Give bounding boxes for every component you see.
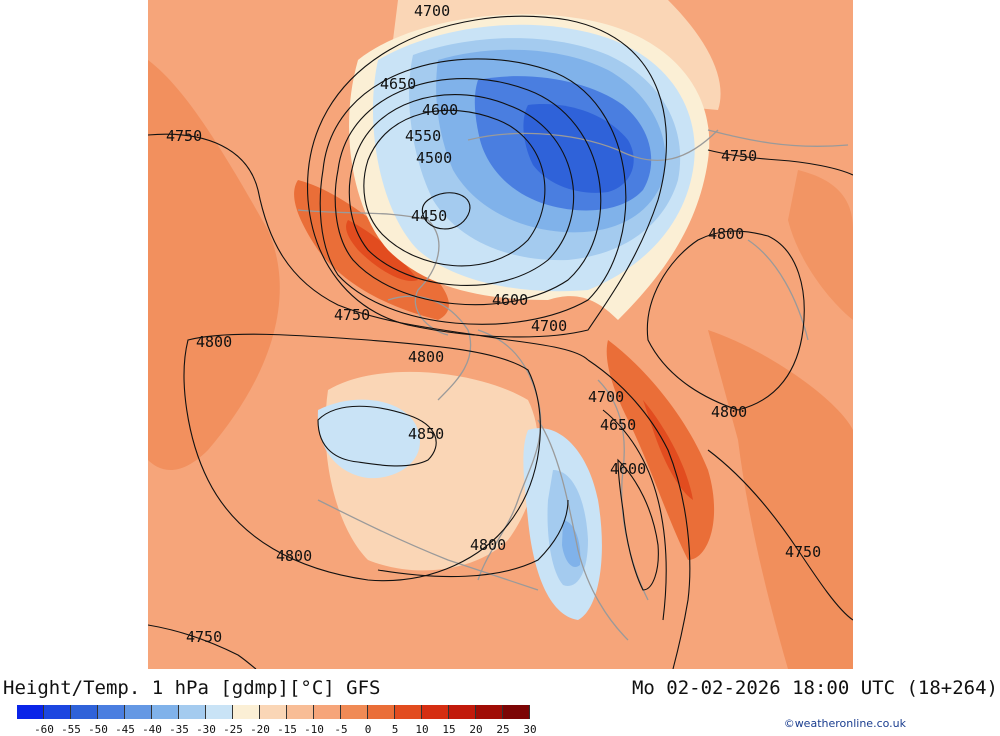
contour-label: 4450	[411, 207, 447, 225]
contour-label: 4800	[408, 348, 444, 366]
coastline-1	[297, 209, 449, 336]
color-swatch	[476, 705, 503, 719]
color-scale-tick: -55	[61, 723, 81, 736]
contour-4650-e	[602, 409, 667, 621]
contour-label: 4800	[708, 225, 744, 243]
color-swatch	[341, 705, 368, 719]
color-swatch	[71, 705, 98, 719]
contour-label: 4500	[416, 149, 452, 167]
contour-label: 4550	[405, 127, 441, 145]
contour-label: 4750	[721, 147, 757, 165]
color-swatch	[449, 705, 476, 719]
contour-4800-ne	[646, 230, 805, 411]
contour-label: 4600	[492, 291, 528, 309]
warm-region-west	[148, 60, 280, 470]
contour-4850	[317, 405, 437, 467]
color-scale-tick: -25	[223, 723, 243, 736]
color-scale-tick: -30	[196, 723, 216, 736]
warm-region-ne	[788, 170, 853, 320]
contour-4800-w	[183, 333, 541, 582]
contour-label: 4750	[785, 543, 821, 561]
contour-label: 4700	[588, 388, 624, 406]
weather-map: 4700 4650 4600 4550 4500 4450 4600 4700 …	[148, 0, 853, 669]
coastline-9	[747, 239, 809, 341]
color-scale-tick: -10	[304, 723, 324, 736]
color-swatch	[17, 705, 44, 719]
coastline-6	[467, 129, 719, 162]
contour-label: 4800	[276, 547, 312, 565]
color-scale-tick: 20	[469, 723, 483, 736]
color-swatch	[287, 705, 314, 719]
color-scale-tick: -35	[169, 723, 189, 736]
color-scale-tick: -5	[334, 723, 348, 736]
cold-pool-5	[523, 104, 634, 193]
warm-band-se	[606, 340, 715, 560]
color-scale-tick: -50	[88, 723, 108, 736]
chart-title: Height/Temp. 1 hPa [gdmp][°C] GFS	[3, 677, 381, 699]
color-scale-tick: 10	[415, 723, 429, 736]
contour-4750-w	[148, 133, 589, 361]
contour-labels: 4700 4650 4600 4550 4500 4450 4600 4700 …	[166, 2, 821, 646]
coastline-5	[597, 379, 649, 601]
color-scale-tick: -60	[34, 723, 54, 736]
contour-4700-n	[307, 15, 667, 338]
color-swatch	[233, 705, 260, 719]
contour-label: 4750	[186, 628, 222, 646]
color-swatch	[98, 705, 125, 719]
color-swatch	[422, 705, 449, 719]
contour-4800-s	[377, 499, 569, 578]
color-swatch	[395, 705, 422, 719]
color-swatch	[44, 705, 71, 719]
forecast-datetime: Mo 02-02-2026 18:00 UTC (18+264)	[631, 677, 998, 699]
coastline-7	[707, 129, 849, 147]
contour-4650-n	[319, 58, 627, 325]
contour-4450	[421, 192, 471, 230]
color-swatch	[179, 705, 206, 719]
warm-core-nw	[346, 220, 418, 281]
contour-label: 4600	[422, 101, 458, 119]
color-scale-tick: 25	[496, 723, 510, 736]
warm-region-east	[708, 330, 853, 669]
color-swatch	[314, 705, 341, 719]
contour-label: 4650	[380, 75, 416, 93]
contour-label: 4800	[711, 403, 747, 421]
color-swatch	[368, 705, 395, 719]
cold-patch-s3	[562, 520, 581, 568]
contour-label: 4700	[531, 317, 567, 335]
color-swatch	[260, 705, 287, 719]
contour-label: 4800	[196, 333, 232, 351]
contour-label: 4700	[414, 2, 450, 20]
color-scale-tick: 5	[391, 723, 399, 736]
color-swatch	[125, 705, 152, 719]
credit-link[interactable]: ©weatheronline.co.uk	[783, 717, 906, 730]
color-scale-tick: 15	[442, 723, 456, 736]
color-scale-tick: -15	[277, 723, 297, 736]
color-scale-tick: -20	[250, 723, 270, 736]
color-swatch	[152, 705, 179, 719]
coastline-4	[537, 419, 629, 641]
color-swatch	[503, 705, 530, 719]
contour-label: 4850	[408, 425, 444, 443]
color-scale-tick: -40	[142, 723, 162, 736]
contour-4750-se	[707, 449, 853, 621]
color-scale-tick: -45	[115, 723, 135, 736]
contour-4750-sw	[148, 624, 257, 669]
coastline-8	[317, 499, 539, 591]
color-scale-tick: 30	[523, 723, 537, 736]
contour-4700-e	[587, 359, 691, 669]
contour-4550	[348, 94, 575, 286]
contour-label: 4800	[470, 536, 506, 554]
color-swatch	[206, 705, 233, 719]
coastline-3	[477, 329, 542, 581]
contour-label: 4750	[166, 127, 202, 145]
contour-4600-e	[617, 458, 659, 591]
contour-label: 4600	[610, 460, 646, 478]
color-scale-tick: 0	[364, 723, 372, 736]
contour-4600-n	[334, 78, 602, 306]
contour-4500	[363, 109, 546, 267]
contour-label: 4650	[600, 416, 636, 434]
contour-label: 4750	[334, 306, 370, 324]
contour-4750-ne	[707, 149, 853, 176]
